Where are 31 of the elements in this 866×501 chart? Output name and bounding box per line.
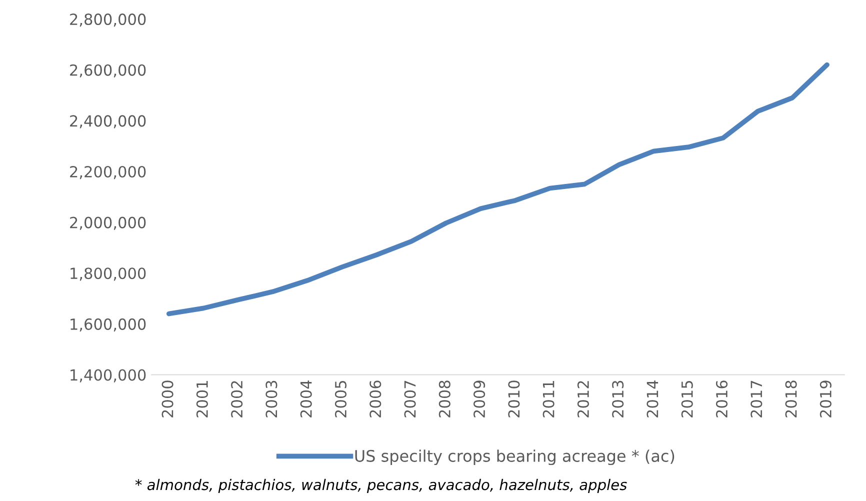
x-tick-label: 2009 bbox=[474, 380, 486, 418]
y-tick-label: 1,400,000 bbox=[70, 369, 146, 382]
x-tick-label: 2014 bbox=[646, 380, 658, 418]
x-tick-label: 2016 bbox=[716, 380, 728, 418]
x-tick-label: 2003 bbox=[266, 380, 278, 418]
x-tick-label: 2008 bbox=[438, 380, 450, 418]
x-tick-label: 2011 bbox=[542, 381, 554, 418]
x-tick-label: 2000 bbox=[162, 380, 174, 418]
x-tick-label: 2005 bbox=[334, 380, 347, 418]
y-tick-label: 1,600,000 bbox=[70, 318, 146, 332]
y-tick-label: 2,600,000 bbox=[70, 64, 146, 78]
x-tick-label: 2019 bbox=[820, 380, 832, 418]
x-tick-label: 2017 bbox=[750, 380, 762, 418]
x-tick-label: 2013 bbox=[612, 380, 624, 418]
y-tick-label: 2,000,000 bbox=[70, 216, 146, 230]
x-tick-label: 2002 bbox=[231, 381, 243, 418]
y-tick-label: 2,800,000 bbox=[70, 14, 146, 27]
x-tick-label: 2001 bbox=[196, 381, 208, 418]
line-series bbox=[166, 62, 830, 316]
x-tick-label: 2012 bbox=[577, 381, 589, 418]
y-tick-label: 2,200,000 bbox=[70, 166, 146, 180]
text: * almonds, pistachios, walnuts, pecans, avacado, hazelnuts, apples bbox=[135, 478, 627, 494]
x-tick-label: 2015 bbox=[681, 380, 693, 418]
x-tick-label: 2006 bbox=[370, 380, 382, 418]
x-tick-label: 2018 bbox=[785, 380, 797, 418]
x-tick-label: 2010 bbox=[508, 380, 520, 418]
x-tick-label: 2004 bbox=[300, 380, 312, 418]
y-tick-label: 1,800,000 bbox=[70, 268, 146, 281]
x-tick-label: 2007 bbox=[404, 380, 416, 418]
y-tick-label: 2,400,000 bbox=[70, 115, 146, 128]
legend-label: US specilty crops bearing acreage * (ac) bbox=[355, 450, 674, 466]
